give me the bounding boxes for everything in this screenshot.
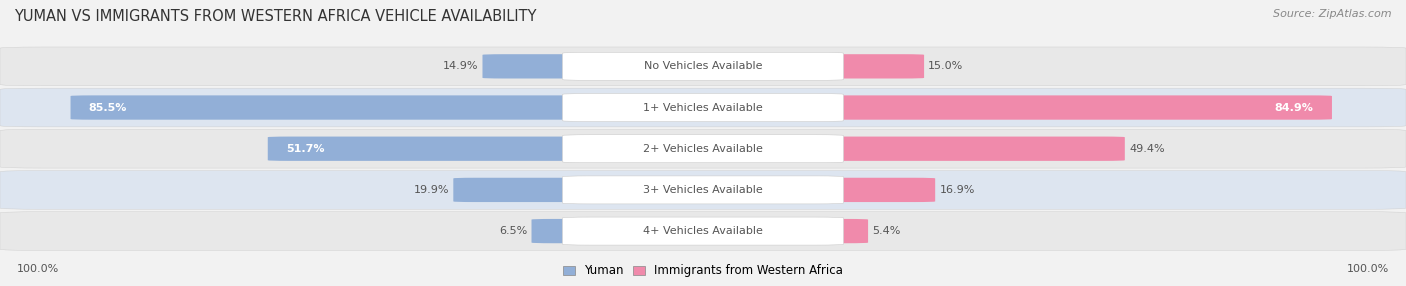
Text: 16.9%: 16.9% [939,185,974,195]
FancyBboxPatch shape [531,219,583,243]
FancyBboxPatch shape [267,137,583,161]
Text: 84.9%: 84.9% [1275,103,1313,112]
Text: 85.5%: 85.5% [89,103,127,112]
FancyBboxPatch shape [823,96,1331,120]
FancyBboxPatch shape [823,219,868,243]
Text: 14.9%: 14.9% [443,61,478,71]
Text: 49.4%: 49.4% [1129,144,1164,154]
FancyBboxPatch shape [823,137,1125,161]
FancyBboxPatch shape [562,217,844,245]
FancyBboxPatch shape [70,96,583,120]
FancyBboxPatch shape [562,176,844,204]
Text: 100.0%: 100.0% [17,264,59,274]
FancyBboxPatch shape [0,129,1406,168]
FancyBboxPatch shape [562,135,844,163]
Text: 1+ Vehicles Available: 1+ Vehicles Available [643,103,763,112]
FancyBboxPatch shape [453,178,583,202]
Text: 19.9%: 19.9% [413,185,449,195]
Text: 51.7%: 51.7% [285,144,325,154]
Text: 2+ Vehicles Available: 2+ Vehicles Available [643,144,763,154]
FancyBboxPatch shape [0,212,1406,251]
Text: 6.5%: 6.5% [499,226,527,236]
Text: 5.4%: 5.4% [872,226,901,236]
FancyBboxPatch shape [562,94,844,122]
Legend: Yuman, Immigrants from Western Africa: Yuman, Immigrants from Western Africa [562,264,844,277]
Text: Source: ZipAtlas.com: Source: ZipAtlas.com [1274,9,1392,19]
Text: YUMAN VS IMMIGRANTS FROM WESTERN AFRICA VEHICLE AVAILABILITY: YUMAN VS IMMIGRANTS FROM WESTERN AFRICA … [14,9,537,23]
Text: 15.0%: 15.0% [928,61,963,71]
FancyBboxPatch shape [0,170,1406,209]
FancyBboxPatch shape [562,52,844,80]
FancyBboxPatch shape [482,54,583,78]
FancyBboxPatch shape [823,178,935,202]
FancyBboxPatch shape [0,88,1406,127]
Text: 100.0%: 100.0% [1347,264,1389,274]
Text: No Vehicles Available: No Vehicles Available [644,61,762,71]
Text: 4+ Vehicles Available: 4+ Vehicles Available [643,226,763,236]
FancyBboxPatch shape [823,54,924,78]
Text: 3+ Vehicles Available: 3+ Vehicles Available [643,185,763,195]
FancyBboxPatch shape [0,47,1406,86]
